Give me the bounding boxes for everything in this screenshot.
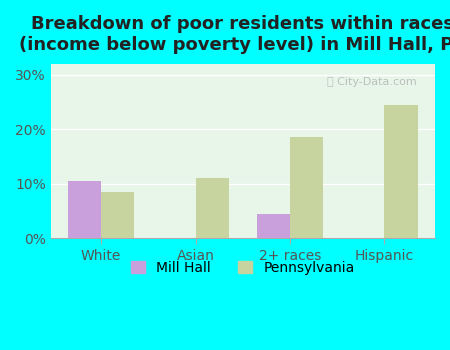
Bar <box>68 181 101 238</box>
Text: ⓘ City-Data.com: ⓘ City-Data.com <box>327 77 417 87</box>
Bar <box>290 138 323 238</box>
Bar <box>384 105 418 238</box>
Bar <box>196 178 229 238</box>
Bar <box>257 214 290 238</box>
Legend: Mill Hall, Pennsylvania: Mill Hall, Pennsylvania <box>126 256 360 280</box>
Bar <box>101 192 134 238</box>
Title: Breakdown of poor residents within races
(income below poverty level) in Mill Ha: Breakdown of poor residents within races… <box>19 15 450 54</box>
